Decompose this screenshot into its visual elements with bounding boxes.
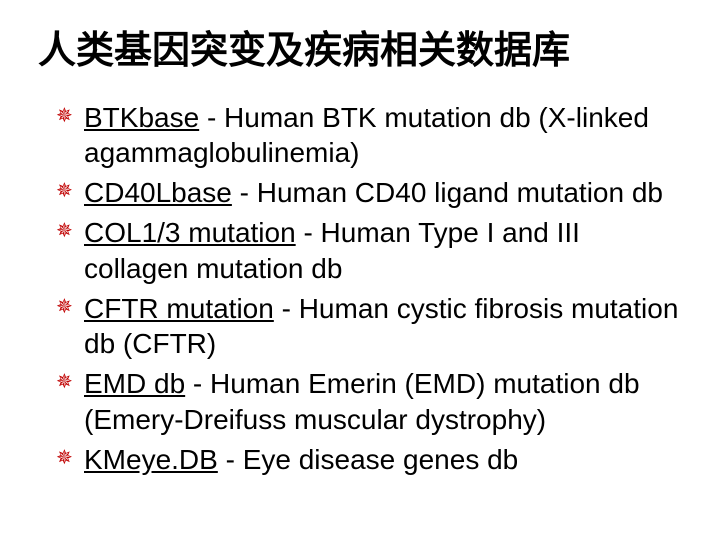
database-description: - Eye disease genes db bbox=[218, 444, 518, 475]
database-link[interactable]: BTKbase bbox=[84, 102, 199, 133]
database-list: ✵BTKbase - Human BTK mutation db (X-link… bbox=[38, 100, 682, 478]
bullet-icon: ✵ bbox=[56, 448, 73, 468]
list-item: ✵BTKbase - Human BTK mutation db (X-link… bbox=[56, 100, 682, 172]
database-link[interactable]: COL1/3 mutation bbox=[84, 217, 296, 248]
page-title: 人类基因突变及疾病相关数据库 bbox=[38, 28, 682, 76]
list-item: ✵COL1/3 mutation - Human Type I and III … bbox=[56, 215, 682, 287]
bullet-icon: ✵ bbox=[56, 181, 73, 201]
bullet-icon: ✵ bbox=[56, 221, 73, 241]
bullet-icon: ✵ bbox=[56, 106, 73, 126]
database-link[interactable]: CD40Lbase bbox=[84, 177, 232, 208]
list-item: ✵CFTR mutation - Human cystic fibrosis m… bbox=[56, 291, 682, 363]
database-description: - Human CD40 ligand mutation db bbox=[232, 177, 663, 208]
slide: 人类基因突变及疾病相关数据库 ✵BTKbase - Human BTK muta… bbox=[0, 0, 720, 502]
list-item: ✵EMD db - Human Emerin (EMD) mutation db… bbox=[56, 366, 682, 438]
database-link[interactable]: EMD db bbox=[84, 368, 185, 399]
database-link[interactable]: CFTR mutation bbox=[84, 293, 274, 324]
list-item: ✵ CD40Lbase - Human CD40 ligand mutation … bbox=[56, 175, 682, 211]
bullet-icon: ✵ bbox=[56, 297, 73, 317]
list-item: ✵ KMeye.DB - Eye disease genes db bbox=[56, 442, 682, 478]
database-link[interactable]: KMeye.DB bbox=[84, 444, 218, 475]
bullet-icon: ✵ bbox=[56, 372, 73, 392]
